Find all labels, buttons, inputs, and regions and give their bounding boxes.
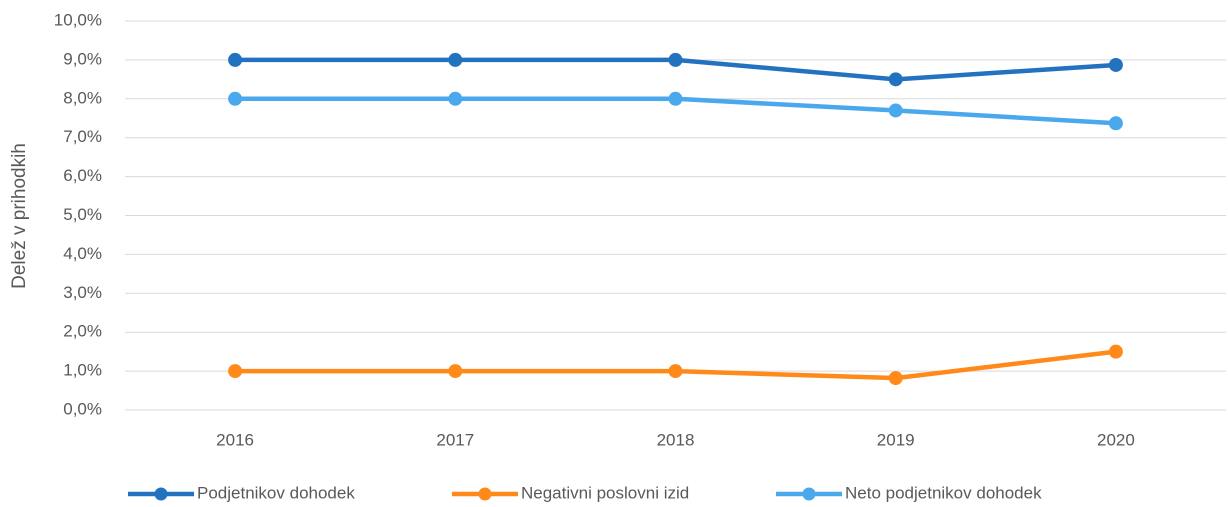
data-point (228, 91, 243, 106)
data-point (1108, 57, 1123, 72)
y-tick-label: 0,0% (63, 399, 102, 418)
data-point (668, 52, 683, 67)
y-tick-label: 4,0% (63, 244, 102, 263)
x-tick-label: 2017 (436, 430, 474, 449)
x-tick-label: 2016 (216, 430, 254, 449)
data-point (228, 364, 243, 379)
y-tick-label: 7,0% (63, 127, 102, 146)
y-axis-label: Delež v prihodkih (9, 143, 30, 289)
x-tick-label: 2019 (877, 430, 915, 449)
legend-label: Negativni poslovni izid (521, 483, 689, 502)
data-point (448, 91, 463, 106)
y-tick-label: 1,0% (63, 361, 102, 380)
x-tick-label: 2020 (1097, 430, 1135, 449)
data-point (228, 52, 243, 67)
x-tick-label: 2018 (657, 430, 695, 449)
data-point (888, 371, 903, 386)
y-tick-label: 8,0% (63, 88, 102, 107)
legend-label: Neto podjetnikov dohodek (845, 483, 1042, 502)
data-point (668, 364, 683, 379)
y-tick-label: 3,0% (63, 283, 102, 302)
y-tick-label: 5,0% (63, 205, 102, 224)
data-point (888, 103, 903, 118)
data-point (668, 91, 683, 106)
data-point (888, 72, 903, 87)
y-tick-label: 6,0% (63, 166, 102, 185)
legend-marker (154, 487, 168, 501)
data-point (448, 52, 463, 67)
legend-marker (478, 487, 492, 501)
data-point (1108, 344, 1123, 359)
legend-marker (802, 487, 816, 501)
data-point (1108, 116, 1123, 131)
y-tick-label: 10,0% (54, 10, 102, 29)
y-tick-label: 2,0% (63, 322, 102, 341)
legend-label: Podjetnikov dohodek (197, 483, 355, 502)
y-tick-label: 9,0% (63, 49, 102, 68)
data-point (448, 364, 463, 379)
